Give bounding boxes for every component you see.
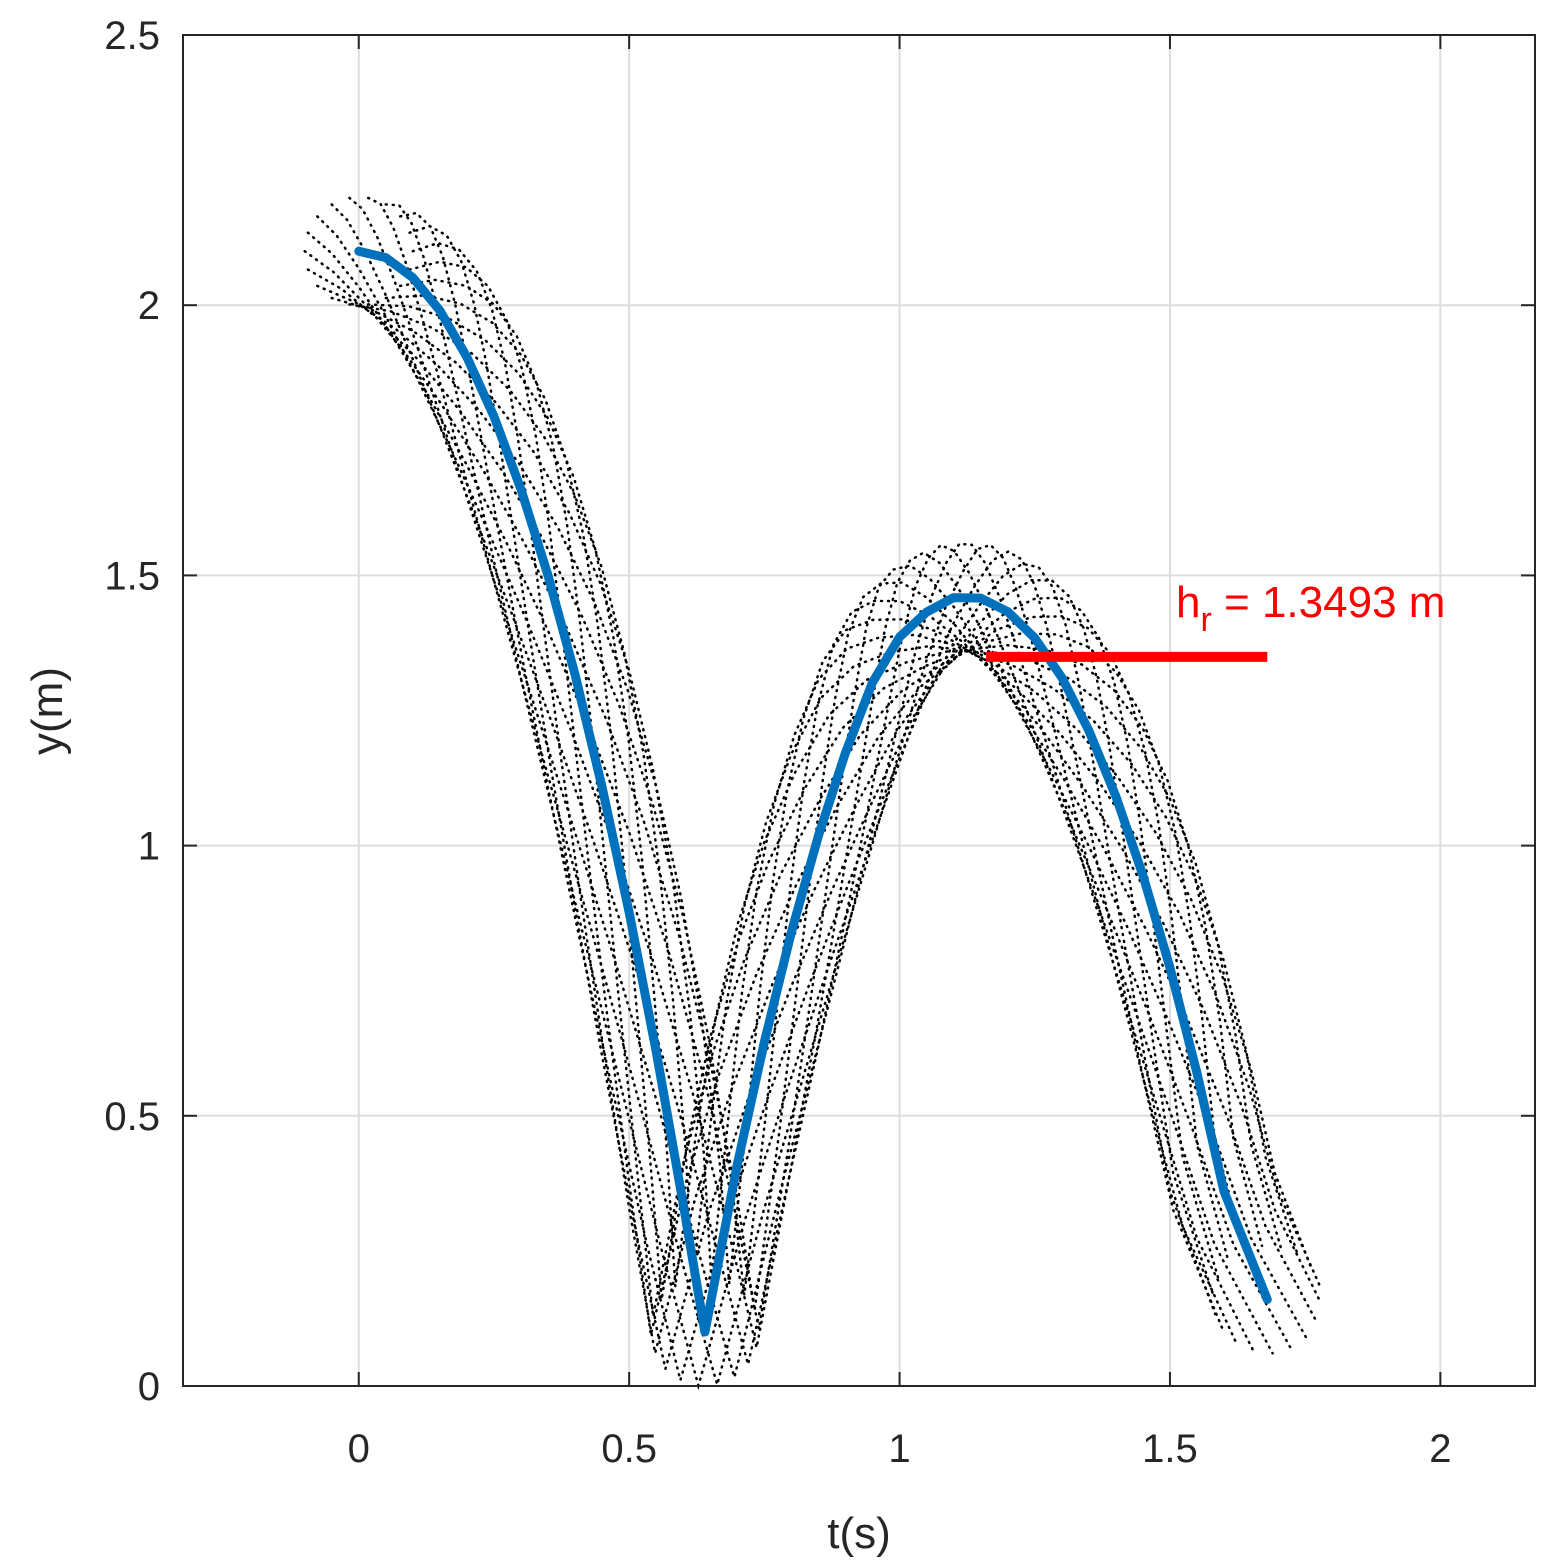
y-tick-label-1: 0.5 bbox=[104, 1095, 160, 1139]
perimeter-path-4 bbox=[366, 196, 1239, 1390]
perimeter-path-15 bbox=[384, 294, 1264, 1300]
y-tick-label-5: 2.5 bbox=[104, 14, 160, 58]
perimeter-path-3 bbox=[384, 203, 1225, 1391]
perimeter-path-13 bbox=[348, 303, 1300, 1280]
perimeter-path-5 bbox=[348, 196, 1256, 1383]
x-tick-label-2: 1 bbox=[888, 1427, 910, 1471]
annot-label-rest: = 1.3493 m bbox=[1212, 578, 1446, 627]
series-line-center bbox=[354, 246, 1272, 1337]
y-tick-label-3: 1.5 bbox=[104, 554, 160, 598]
perimeter-path-16 bbox=[398, 278, 1246, 1317]
y-tick-label-0: 0 bbox=[138, 1365, 160, 1409]
annot-label-sub: r bbox=[1200, 601, 1211, 639]
x-axis-label: t(s) bbox=[827, 1509, 891, 1558]
x-tick-label-3: 1.5 bbox=[1142, 1427, 1198, 1471]
y-tick-label-2: 1 bbox=[138, 825, 160, 869]
axis-ticks: 0 0.5 1 1.5 2 0 0.5 1 1.5 2 2.5 bbox=[104, 14, 1535, 1471]
rebound-height-label: hr = 1.3493 m bbox=[1176, 578, 1445, 639]
y-tick-label-4: 2 bbox=[138, 284, 160, 328]
perimeter-path-12 bbox=[330, 296, 1313, 1279]
perimeter-path-0 bbox=[411, 241, 1220, 1354]
x-tick-label-1: 0.5 bbox=[601, 1427, 657, 1471]
x-tick-label-4: 2 bbox=[1429, 1427, 1451, 1471]
perimeter-path-8 bbox=[306, 231, 1308, 1339]
x-tick-label-0: 0 bbox=[348, 1427, 370, 1471]
annot-label-main: h bbox=[1176, 578, 1200, 627]
series-layer bbox=[354, 246, 1272, 1337]
perimeter-path-17 bbox=[408, 260, 1230, 1336]
perimeter-path-7 bbox=[316, 215, 1292, 1350]
annotation-layer: hr = 1.3493 m bbox=[986, 578, 1445, 662]
perimeter-path-14 bbox=[366, 303, 1282, 1287]
plot-area-frame bbox=[182, 34, 1536, 1387]
y-axis-label: y(m) bbox=[23, 667, 72, 755]
perimeter-path-1 bbox=[408, 224, 1215, 1370]
